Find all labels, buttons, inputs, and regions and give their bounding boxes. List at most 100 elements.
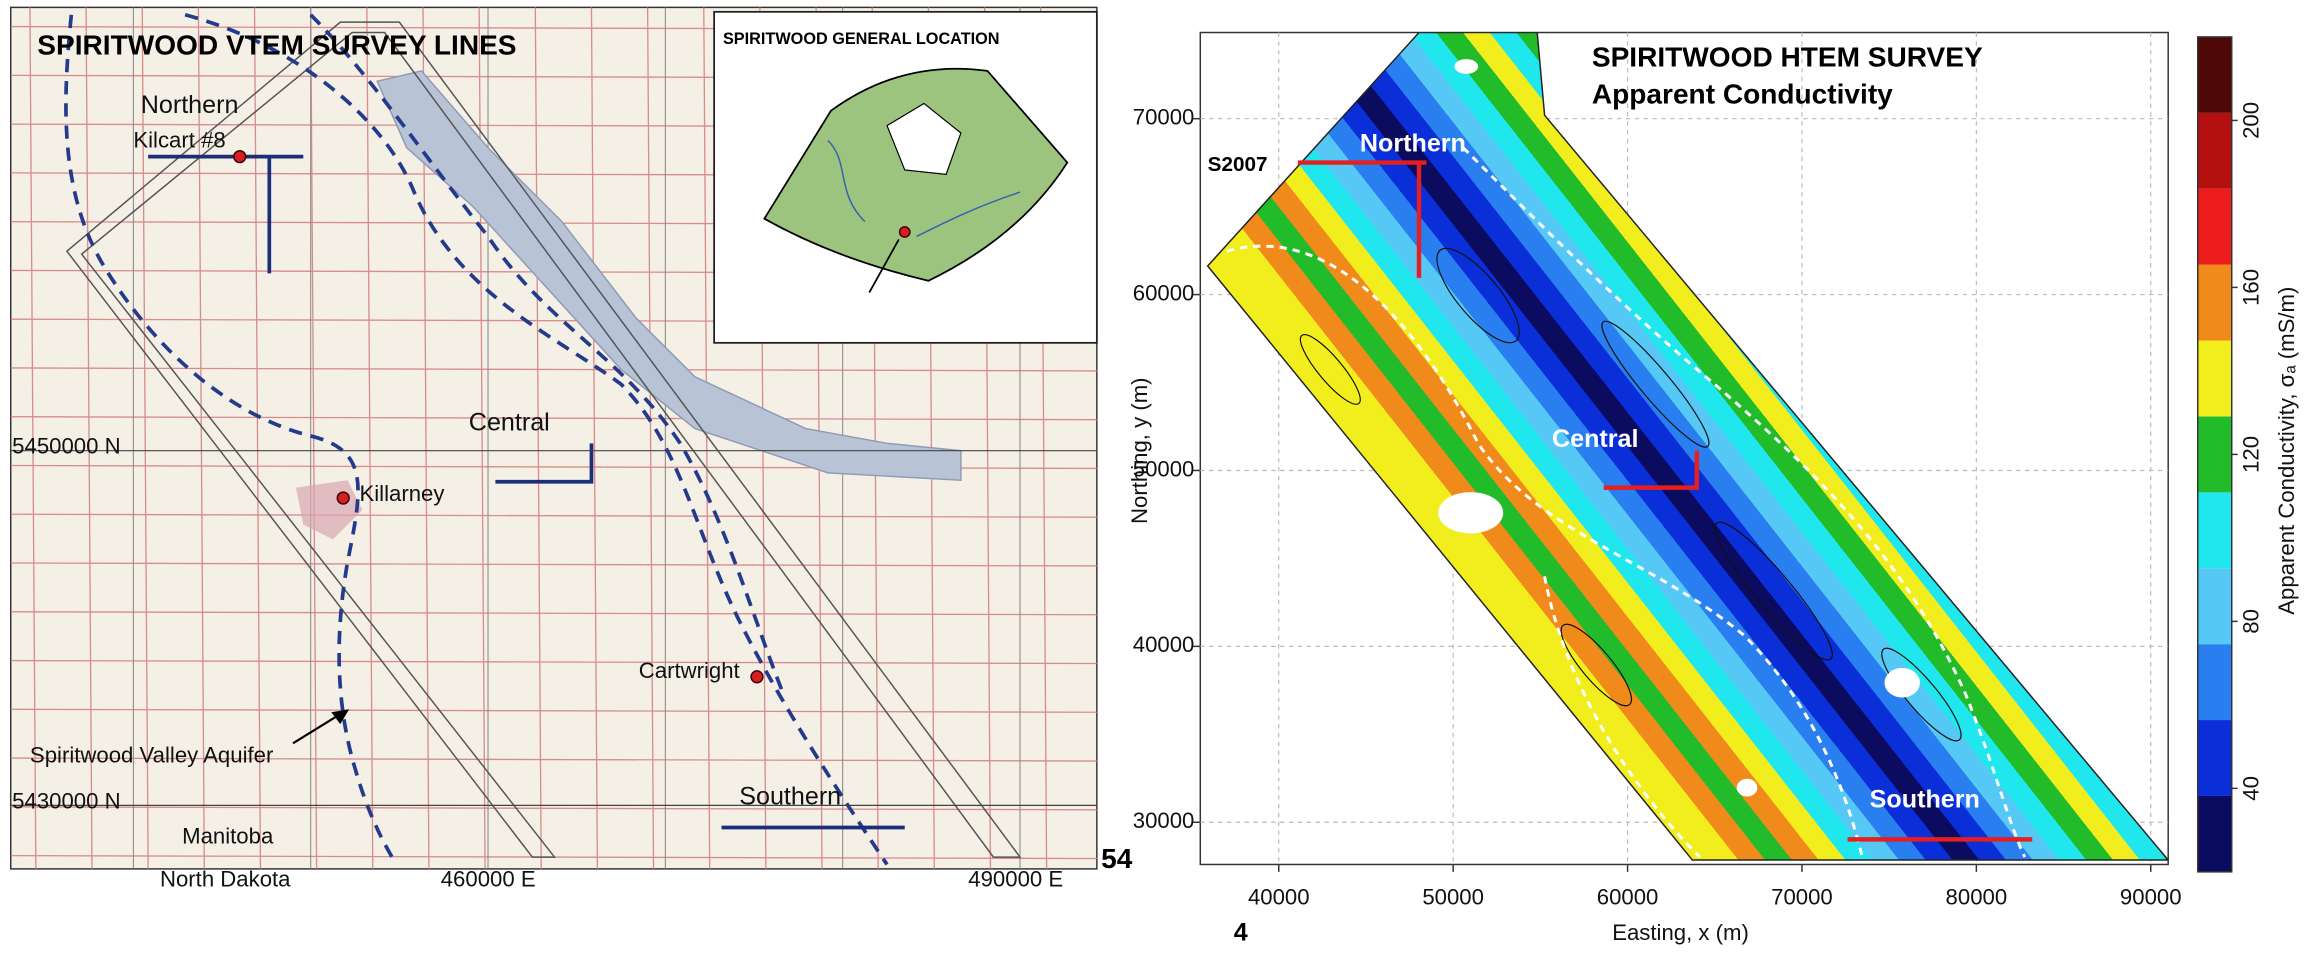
bay	[886, 102, 962, 176]
town-marker	[336, 491, 350, 505]
colorbar-band	[2197, 340, 2232, 417]
location-marker	[898, 226, 911, 238]
town-label: Killarney	[359, 481, 445, 506]
road	[253, 7, 262, 869]
line-label: Southern	[1870, 786, 1980, 814]
town-marker	[750, 670, 764, 684]
x-tick-label: 40000	[1248, 884, 1310, 909]
y-tick-label: 60000	[1133, 280, 1195, 305]
survey-line	[495, 443, 594, 484]
colorbar-band	[2197, 264, 2232, 341]
gap	[1736, 778, 1758, 797]
survey-boundary	[65, 21, 1022, 858]
colorbar-band	[2197, 492, 2232, 569]
survey-area	[1206, 32, 2169, 861]
region-label: North Dakota	[160, 867, 291, 892]
contour	[1436, 247, 1520, 344]
gap	[1884, 667, 1920, 698]
colorbar-tick-label: 200	[2238, 102, 2263, 139]
x-axis-label: Easting, x (m)	[1612, 920, 1749, 945]
road	[10, 708, 1097, 713]
continent	[763, 67, 1069, 282]
road	[10, 611, 1097, 616]
road	[141, 7, 149, 869]
inset-title: SPIRITWOOD GENERAL LOCATION	[723, 30, 1000, 48]
northing-label: 5450000 N	[12, 434, 120, 459]
contour	[1881, 647, 1962, 742]
line-label: S2007	[1208, 153, 1268, 176]
contour	[1714, 521, 1833, 661]
colorbar-tick-label: 160	[2238, 269, 2263, 306]
gap	[1438, 492, 1504, 534]
x-tick-label: 50000	[1422, 884, 1484, 909]
colorbar-tick-label: 40	[2238, 776, 2263, 801]
y-tick-label: 40000	[1133, 632, 1195, 657]
survey-line	[148, 154, 304, 274]
vtem-map: SPIRITWOOD VTEM SURVEY LINES SPIRITWOOD …	[9, 6, 1098, 892]
arrow	[868, 238, 900, 294]
line-label: Central	[1552, 425, 1639, 453]
inset-map	[763, 67, 1069, 294]
river	[827, 139, 1021, 238]
road	[646, 7, 655, 869]
feature-label: Spiritwood Valley Aquifer	[30, 742, 274, 767]
aquifer-outline	[1226, 244, 1864, 858]
y-axis-label: Northing, y (m)	[1127, 377, 1152, 524]
road	[10, 659, 1097, 665]
town-label: Cartwright	[639, 658, 740, 683]
aquifer-boundary	[64, 14, 398, 866]
easting-label: 490000 E	[968, 867, 1063, 892]
aquifer-boundary	[309, 13, 786, 696]
x-tick-prefix: 4	[1234, 919, 1248, 947]
road	[10, 416, 1097, 421]
contour	[1560, 623, 1633, 707]
road	[10, 562, 1097, 567]
easting-label: 460000 E	[441, 867, 536, 892]
map-features	[10, 12, 1097, 866]
y-tick-label: 30000	[1133, 808, 1195, 833]
aquifer-boundary	[184, 12, 889, 866]
colorbar-label: Apparent Conductivity, σₐ (mS/m)	[2274, 287, 2299, 615]
road	[10, 757, 1097, 762]
overlays	[1226, 59, 2033, 859]
htem-map: SPIRITWOOD HTEM SURVEY Apparent Conducti…	[1101, 31, 2299, 947]
road	[85, 7, 93, 869]
y-tick-prefix: 54	[1101, 843, 1133, 874]
region-label: Manitoba	[182, 824, 274, 849]
line-label: Central	[469, 409, 550, 437]
road	[703, 7, 711, 869]
y-tick-label: 70000	[1133, 105, 1195, 130]
survey-line	[1297, 160, 1427, 278]
town-marker	[233, 149, 247, 164]
x-tick-label: 70000	[1771, 884, 1833, 909]
colorbar-band	[2197, 795, 2232, 872]
map-title: SPIRITWOOD HTEM SURVEY	[1592, 42, 1983, 73]
aquifer-outline	[1462, 146, 2027, 858]
line-label: Southern	[739, 783, 841, 811]
x-tick-label: 90000	[2120, 884, 2182, 909]
colorbar-band	[2197, 112, 2232, 189]
road	[366, 7, 374, 869]
road	[10, 367, 1097, 372]
road	[534, 7, 542, 869]
y-tick-label: 50000	[1133, 456, 1195, 481]
road	[197, 7, 205, 869]
colorbar-band	[2197, 644, 2232, 721]
colorbar-tick-label: 80	[2238, 609, 2263, 634]
gap	[1454, 59, 1479, 74]
map-subtitle: Apparent Conductivity	[1592, 78, 1893, 109]
colorbar-band	[2197, 188, 2232, 265]
town-label: Kilcart #8	[133, 128, 225, 153]
aquifer-outline	[1543, 576, 1701, 859]
line-label: Northern	[141, 91, 239, 119]
survey-line	[1603, 450, 1700, 490]
contour	[1601, 320, 1710, 448]
arrowhead	[331, 709, 350, 725]
colorbar-band	[2197, 568, 2232, 645]
contour	[1299, 334, 1361, 405]
colorbar-band	[2197, 416, 2232, 493]
road	[10, 513, 1097, 518]
x-tick-label: 60000	[1597, 884, 1659, 909]
